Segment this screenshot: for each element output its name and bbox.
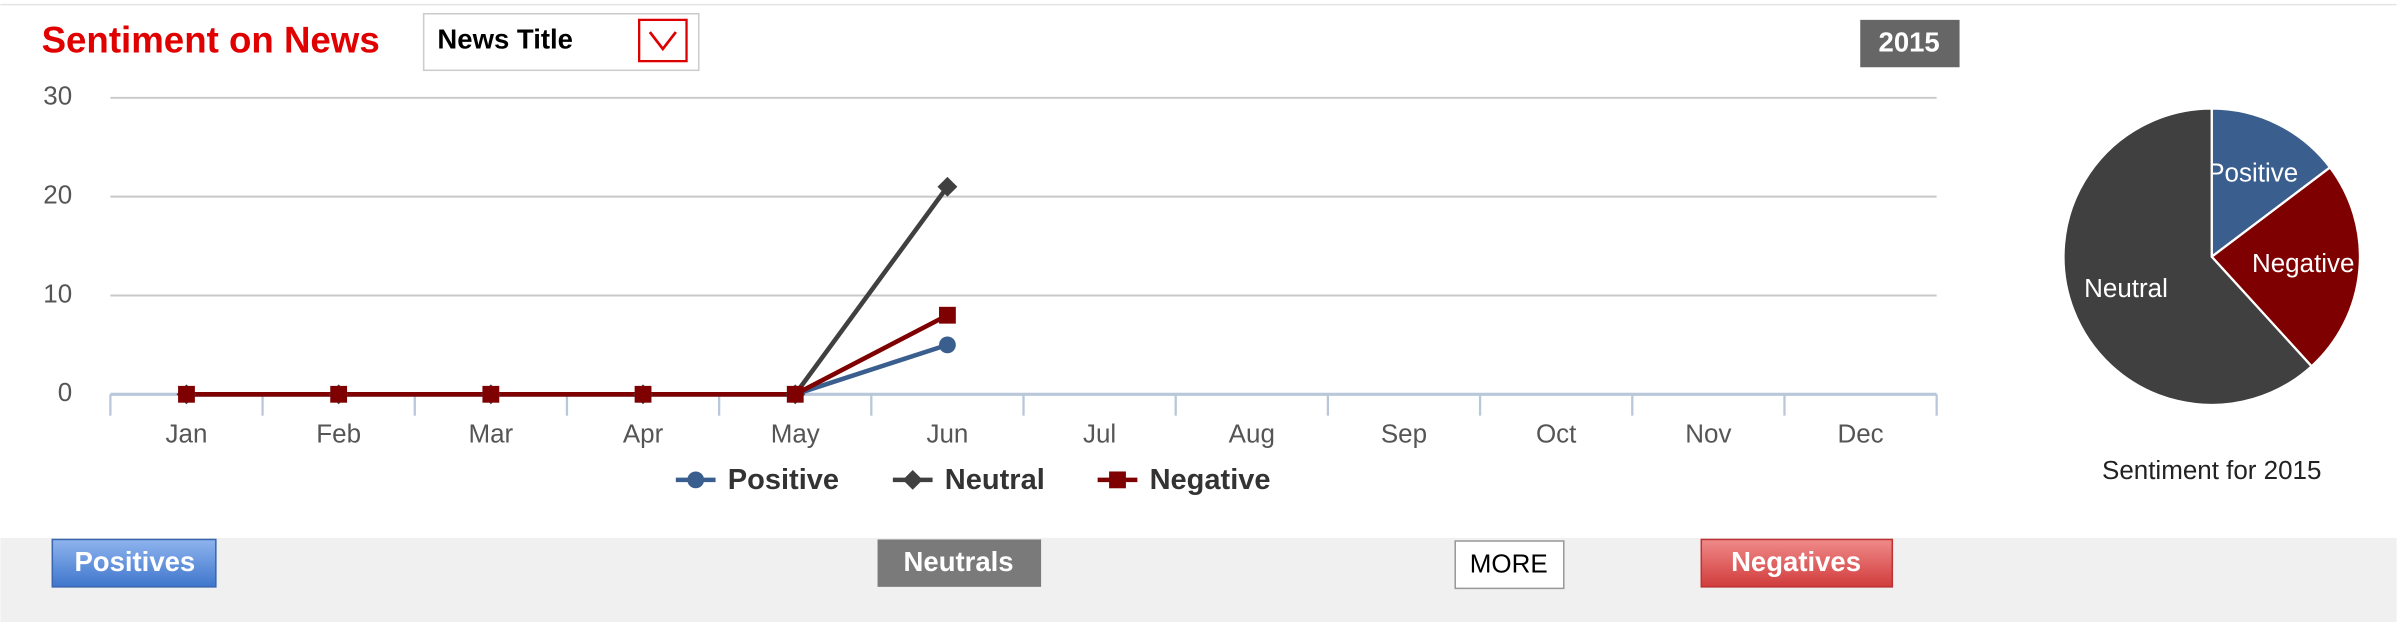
negatives-button[interactable] — [1700, 538, 1894, 588]
button-label: MORE — [1470, 548, 1548, 578]
button-label: Positives — [74, 546, 195, 577]
x-tick-label: Nov — [1685, 418, 1731, 448]
year-label: 2015 — [1879, 27, 1940, 58]
pie-label: Positive — [2207, 157, 2298, 187]
x-tick-label: Dec — [1837, 418, 1883, 448]
y-tick-label: 10 — [43, 278, 72, 308]
data-point — [937, 176, 958, 197]
x-tick-label: Mar — [468, 418, 513, 448]
data-point — [482, 385, 500, 403]
data-point — [178, 385, 195, 403]
pie-label: Negative — [2252, 248, 2355, 278]
x-tick-label: May — [771, 418, 820, 448]
legend-label: Neutral — [945, 464, 1045, 496]
y-tick-label: 20 — [43, 179, 72, 209]
positives-button[interactable] — [51, 538, 217, 588]
x-tick-label: Oct — [1536, 418, 1577, 448]
series-line — [186, 342, 949, 397]
pie-slice — [2210, 165, 2362, 368]
legend-marker — [1109, 471, 1126, 489]
x-tick-label: Feb — [316, 418, 361, 448]
legend-label: Negative — [1150, 464, 1271, 496]
legend-label: Positive — [728, 464, 839, 496]
y-tick-label: 30 — [43, 81, 72, 111]
pie-slice — [2062, 107, 2314, 407]
data-point — [939, 336, 956, 354]
series-line — [186, 313, 949, 397]
more-button[interactable] — [1454, 540, 1565, 590]
dropdown-label: News Title — [437, 24, 573, 55]
data-point — [786, 385, 804, 403]
charts: 0 10 20 30 Jan Feb Mar Apr May Jun Jul Aug Sep Oct Nov… — [43, 81, 2362, 496]
x-tick-label: Apr — [623, 418, 664, 448]
data-point — [939, 306, 956, 324]
button-label: Negatives — [1731, 546, 1861, 577]
x-tick-label: Sep — [1381, 418, 1427, 448]
year-badge — [1860, 19, 1960, 68]
dropdown-button[interactable] — [638, 18, 688, 63]
series-line — [186, 185, 950, 397]
legend-marker — [687, 471, 705, 489]
page-title: Sentiment on News — [42, 19, 380, 60]
dropdown-arrow — [648, 31, 677, 52]
button-bar — [0, 537, 2397, 622]
pie-label: Neutral — [2084, 273, 2168, 303]
x-tick-label: Jan — [166, 418, 208, 448]
data-point — [330, 385, 348, 403]
data-point — [634, 385, 652, 403]
pie-title: Sentiment for 2015 — [2102, 455, 2321, 485]
x-tick-label: Jul — [1083, 418, 1116, 448]
button-label: Neutrals — [904, 546, 1014, 577]
y-tick-label: 0 — [58, 377, 72, 407]
x-tick-label: Jun — [926, 418, 968, 448]
legend-marker — [902, 469, 923, 490]
pie-slice — [2210, 107, 2332, 260]
x-tick-label: Aug — [1229, 418, 1275, 448]
neutrals-button[interactable] — [877, 539, 1042, 587]
